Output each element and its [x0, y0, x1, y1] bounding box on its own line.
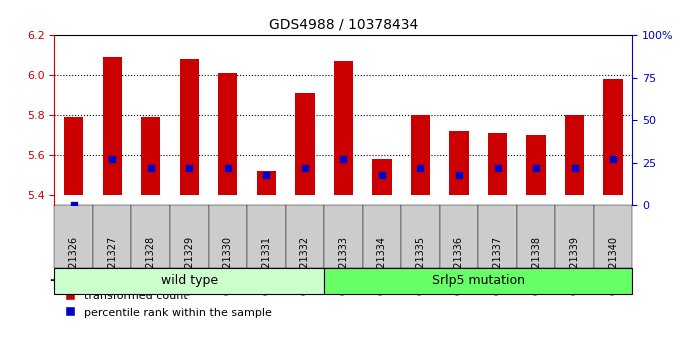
Bar: [488, 133, 507, 195]
FancyBboxPatch shape: [54, 205, 93, 268]
Text: GSM921333: GSM921333: [339, 236, 348, 295]
FancyBboxPatch shape: [401, 205, 440, 268]
Bar: [257, 171, 276, 195]
Text: GSM921327: GSM921327: [107, 236, 117, 295]
Text: GSM921340: GSM921340: [608, 236, 618, 295]
Text: GSM921336: GSM921336: [454, 236, 464, 295]
Text: GSM921335: GSM921335: [415, 236, 426, 295]
FancyBboxPatch shape: [247, 205, 286, 268]
Title: GDS4988 / 10378434: GDS4988 / 10378434: [269, 17, 418, 32]
Bar: [334, 61, 353, 195]
Bar: [218, 73, 237, 195]
Text: GSM921339: GSM921339: [570, 236, 579, 295]
FancyBboxPatch shape: [594, 205, 632, 268]
Bar: [526, 135, 545, 195]
Text: GSM921337: GSM921337: [492, 236, 503, 295]
Bar: [603, 79, 623, 195]
FancyBboxPatch shape: [170, 205, 209, 268]
Bar: [372, 159, 392, 195]
FancyBboxPatch shape: [478, 205, 517, 268]
FancyBboxPatch shape: [556, 205, 594, 268]
Bar: [64, 118, 83, 195]
Text: GSM921332: GSM921332: [300, 236, 310, 295]
Text: GSM921330: GSM921330: [223, 236, 233, 295]
FancyBboxPatch shape: [362, 205, 401, 268]
Text: GSM921329: GSM921329: [184, 236, 194, 295]
Bar: [141, 118, 160, 195]
Bar: [565, 115, 584, 195]
Legend: transformed count, percentile rank within the sample: transformed count, percentile rank withi…: [60, 286, 277, 322]
FancyBboxPatch shape: [440, 205, 478, 268]
FancyBboxPatch shape: [54, 268, 324, 294]
FancyBboxPatch shape: [517, 205, 556, 268]
Text: wild type: wild type: [160, 274, 218, 287]
Bar: [180, 59, 199, 195]
Text: GSM921326: GSM921326: [69, 236, 79, 295]
FancyBboxPatch shape: [286, 205, 324, 268]
FancyBboxPatch shape: [324, 268, 632, 294]
FancyBboxPatch shape: [209, 205, 247, 268]
Text: GSM921328: GSM921328: [146, 236, 156, 295]
Text: GSM921334: GSM921334: [377, 236, 387, 295]
Text: GSM921338: GSM921338: [531, 236, 541, 295]
Bar: [295, 93, 314, 195]
Bar: [411, 115, 430, 195]
Bar: [103, 57, 122, 195]
Bar: [449, 131, 469, 195]
Text: Srlp5 mutation: Srlp5 mutation: [432, 274, 525, 287]
Text: GSM921331: GSM921331: [261, 236, 271, 295]
FancyBboxPatch shape: [131, 205, 170, 268]
FancyBboxPatch shape: [93, 205, 131, 268]
FancyBboxPatch shape: [324, 205, 362, 268]
